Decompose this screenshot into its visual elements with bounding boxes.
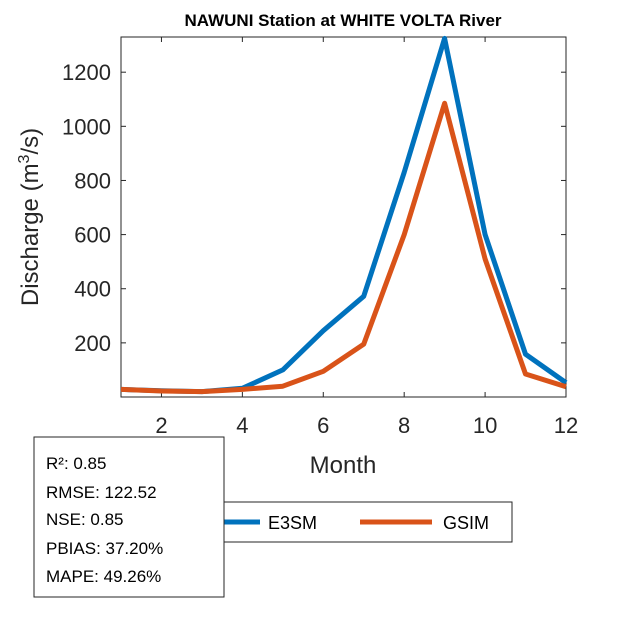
plot-area — [120, 36, 567, 398]
y-tick-label: 600 — [74, 223, 111, 248]
x-axis-title: Month — [310, 452, 377, 479]
series-lines — [120, 35, 568, 395]
stat-mape: MAPE: 49.26% — [46, 567, 161, 586]
x-tick-label: 6 — [317, 413, 329, 438]
chart-title: NAWUNI Station at WHITE VOLTA River — [184, 11, 501, 30]
series-line-gsim — [120, 100, 567, 395]
y-axis-title-main: Discharge (m — [17, 163, 44, 306]
y-tick-label: 1200 — [62, 60, 111, 85]
stats-box: R²: 0.85 RMSE: 122.52 NSE: 0.85 PBIAS: 3… — [33, 436, 225, 598]
x-tick-label: 8 — [398, 413, 410, 438]
stat-rmse: RMSE: 122.52 — [46, 483, 157, 502]
x-tick-label: 12 — [554, 413, 578, 438]
stat-r2: R²: 0.85 — [46, 454, 106, 473]
y-tick-label: 1000 — [62, 114, 111, 139]
y-axis-title-tail: /s) — [17, 128, 44, 155]
x-tick-label: 4 — [236, 413, 248, 438]
x-axis-ticks: 2 4 6 8 10 12 — [155, 37, 578, 438]
stat-nse: NSE: 0.85 — [46, 510, 124, 529]
legend: E3SM GSIM — [184, 501, 513, 543]
y-tick-label: 400 — [74, 277, 111, 302]
y-tick-label: 800 — [74, 168, 111, 193]
y-tick-label: 200 — [74, 331, 111, 356]
y-axis-ticks: 200 400 600 800 1000 1200 — [62, 60, 566, 356]
x-tick-label: 10 — [473, 413, 497, 438]
y-axis-title: Discharge (m3/s) — [16, 128, 44, 306]
y-axis-title-superscript: 3 — [16, 154, 33, 163]
stat-pbias: PBIAS: 37.20% — [46, 539, 163, 558]
legend-label-e3sm: E3SM — [268, 513, 317, 533]
stats-box-frame — [33, 436, 225, 598]
x-tick-label: 2 — [155, 413, 167, 438]
legend-label-gsim: GSIM — [443, 513, 489, 533]
